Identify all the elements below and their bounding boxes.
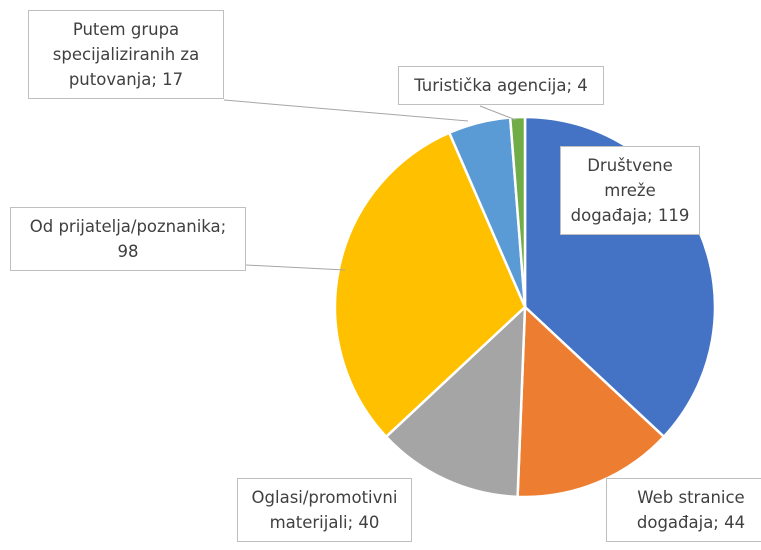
leader-line [245, 264, 346, 271]
data-label: Od prijatelja/poznanika; 98 [10, 207, 246, 271]
data-label: Web stranice događaja; 44 [606, 478, 761, 542]
pie-slice [333, 131, 527, 439]
data-label: Oglasi/promotivni materijali; 40 [237, 478, 412, 542]
data-label: Putem grupa specijaliziranih za putovanj… [28, 10, 224, 99]
leader-line [479, 105, 517, 121]
pie-slice [384, 304, 527, 499]
data-label: Turistička agencija; 4 [398, 66, 604, 105]
data-label: Društvene mreže događaja; 119 [560, 146, 700, 235]
leader-line [223, 99, 469, 122]
pie-slice [516, 304, 666, 499]
